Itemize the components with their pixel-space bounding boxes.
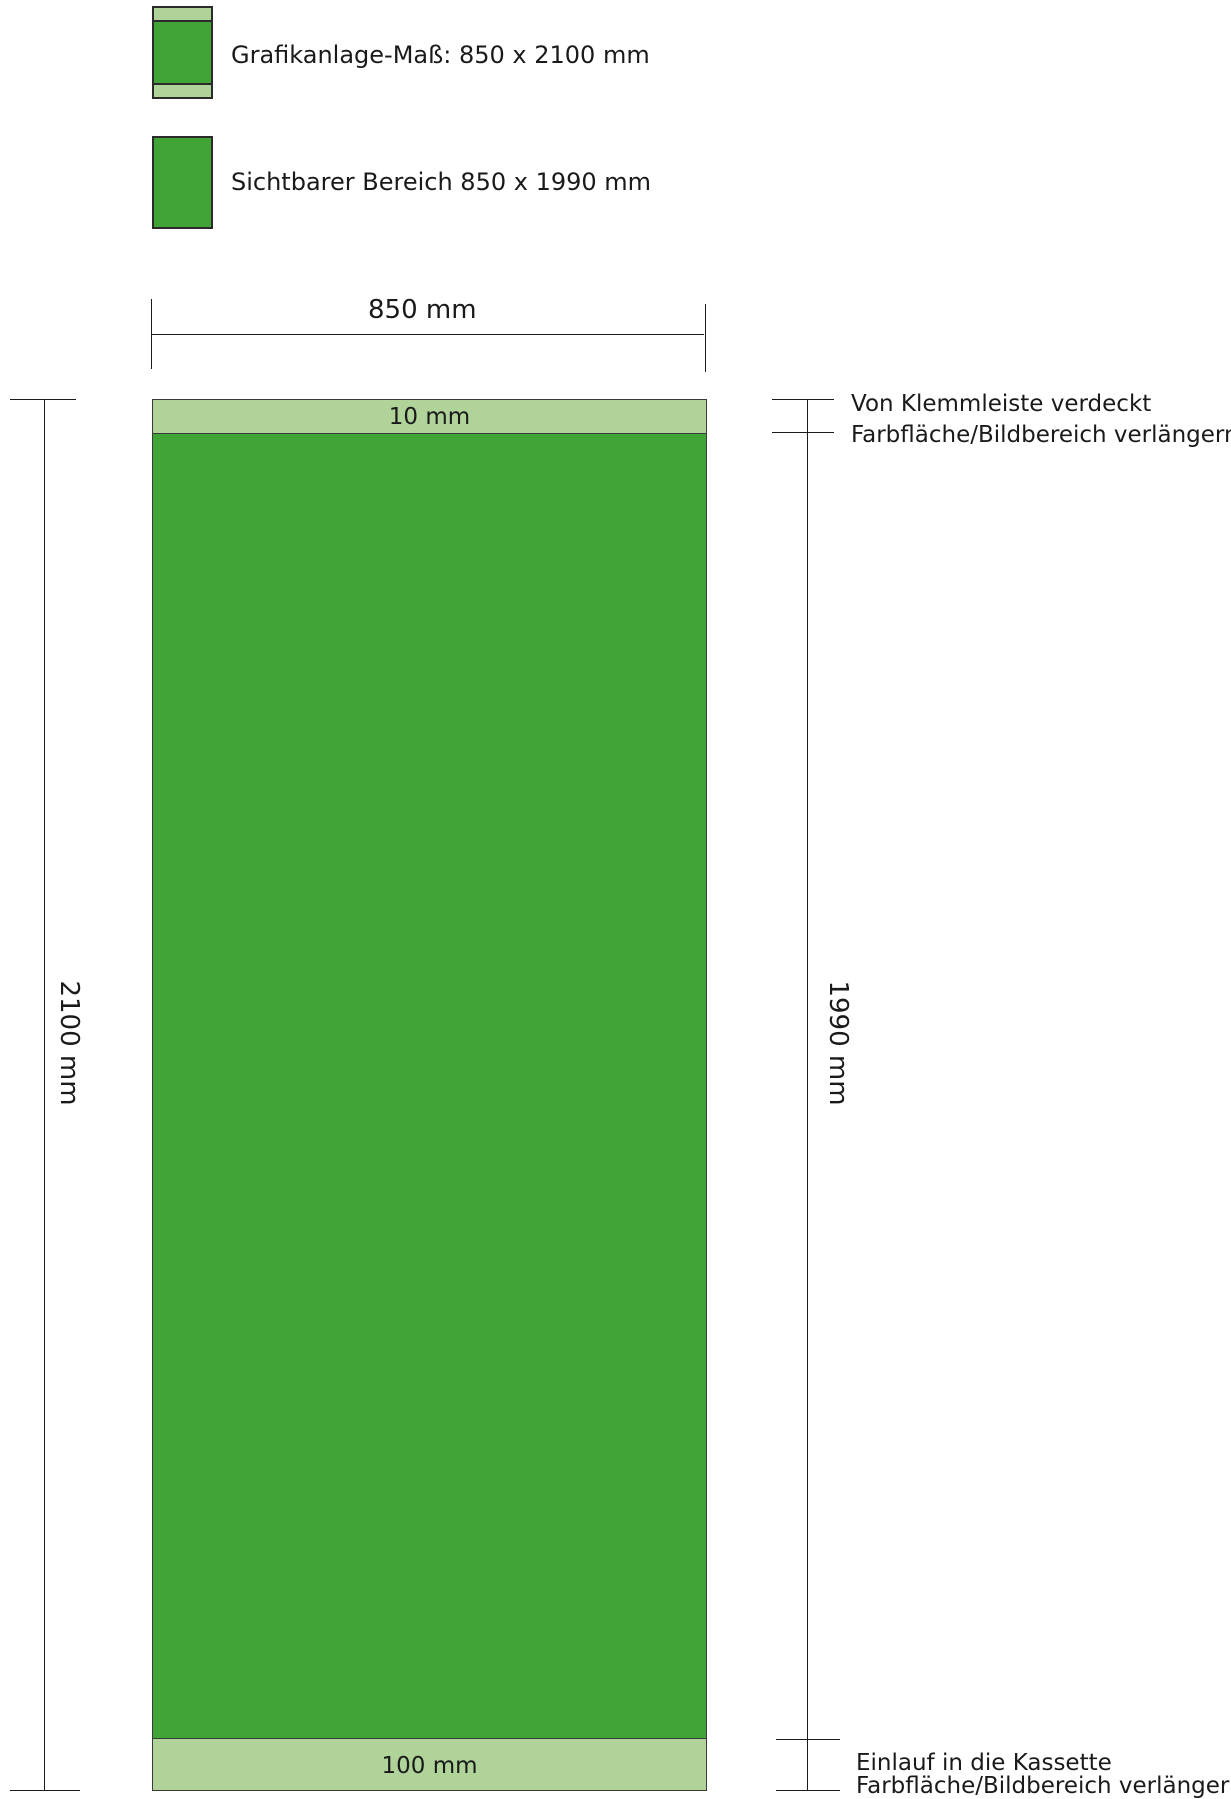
bottom-band-label: 100 mm bbox=[381, 1753, 478, 1779]
top-annotation-tick-2 bbox=[772, 432, 834, 433]
width-dimension-label: 850 mm bbox=[368, 295, 477, 325]
bottom-hidden-band: 100 mm bbox=[153, 1738, 706, 1790]
graphic-panel: 10 mm 100 mm bbox=[152, 399, 707, 1791]
total-height-bottom-tick bbox=[10, 1790, 80, 1791]
annotation-top-line1: Von Klemmleiste verdeckt bbox=[851, 391, 1152, 417]
top-annotation-tick-1 bbox=[772, 399, 834, 400]
visible-height-label: 1990 mm bbox=[823, 980, 853, 1106]
total-height-label: 2100 mm bbox=[54, 980, 84, 1106]
annotation-bottom-line1: Einlauf in die Kassette bbox=[856, 1750, 1112, 1776]
legend-label-graphic-size: Grafikanlage-Maß: 850 x 2100 mm bbox=[231, 41, 650, 69]
bottom-annotation-tick-2 bbox=[776, 1790, 840, 1791]
total-height-line bbox=[44, 399, 45, 1791]
bottom-annotation-tick-1 bbox=[776, 1739, 840, 1740]
annotation-bottom-line2: Farbfläche/Bildbereich verlängern bbox=[856, 1773, 1231, 1799]
legend-swatch-graphic-size bbox=[152, 6, 213, 99]
width-dimension-line bbox=[151, 334, 704, 335]
total-height-top-tick bbox=[10, 399, 76, 400]
legend-label-visible-area: Sichtbarer Bereich 850 x 1990 mm bbox=[231, 168, 652, 196]
legend-swatch-top-band bbox=[154, 8, 211, 22]
visible-height-line bbox=[807, 399, 808, 1791]
legend-swatch-visible-area bbox=[152, 136, 213, 229]
width-dimension-right-tick bbox=[705, 304, 706, 372]
top-band-label: 10 mm bbox=[388, 404, 471, 430]
legend-swatch-bottom-band bbox=[154, 83, 211, 97]
annotation-top-line2: Farbfläche/Bildbereich verlängern bbox=[851, 422, 1231, 448]
top-hidden-band: 10 mm bbox=[153, 400, 706, 434]
